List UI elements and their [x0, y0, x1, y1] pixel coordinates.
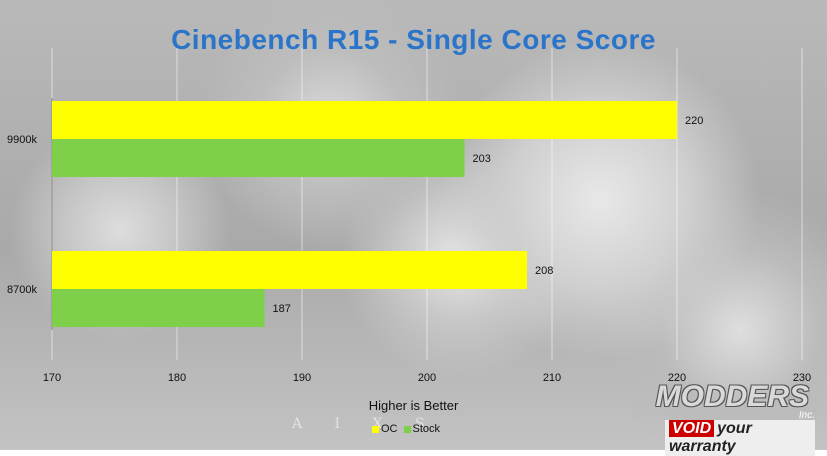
x-tick-label-230: 230 [793, 372, 811, 384]
legend-swatch-stock [403, 425, 411, 433]
logo-void: VOID [669, 420, 715, 437]
legend: OC Stock [372, 423, 440, 435]
legend-item-oc: OC [372, 423, 398, 435]
bar-9900k-oc [52, 101, 677, 139]
x-tick-label-200: 200 [418, 372, 436, 384]
x-axis-title: Higher is Better [368, 398, 459, 413]
data-label-8700k-stock: 187 [273, 303, 291, 315]
legend-item-stock: Stock [403, 423, 441, 435]
logo-brand: MODDERS [655, 380, 809, 413]
data-label-8700k-oc: 208 [535, 265, 553, 277]
category-label-8700k: 8700k [7, 284, 37, 296]
data-label-9900k-oc: 220 [685, 115, 703, 127]
modders-inc-logo: MODDERS Inc. VOID your warranty [656, 380, 815, 456]
legend-label-stock: Stock [412, 423, 441, 435]
legend-swatch-oc [372, 425, 379, 433]
logo-tagline: VOID your warranty [665, 420, 815, 456]
bar-8700k-stock [52, 289, 265, 327]
data-label-9900k-stock: 203 [473, 153, 491, 165]
bar-8700k-oc [52, 251, 527, 289]
bar-9900k-stock [52, 139, 465, 177]
x-tick-label-210: 210 [543, 372, 561, 384]
x-tick-label-170: 170 [43, 372, 61, 384]
x-tick-label-220: 220 [668, 372, 686, 384]
x-tick-label-190: 190 [293, 372, 311, 384]
category-label-9900k: 9900k [7, 134, 37, 146]
legend-label-oc: OC [381, 423, 398, 435]
logo-inc: Inc. [798, 410, 815, 421]
faint-watermark-text: A I X S [292, 416, 439, 432]
chart-title: Cinebench R15 - Single Core Score [171, 24, 656, 55]
x-tick-label-180: 180 [168, 372, 186, 384]
